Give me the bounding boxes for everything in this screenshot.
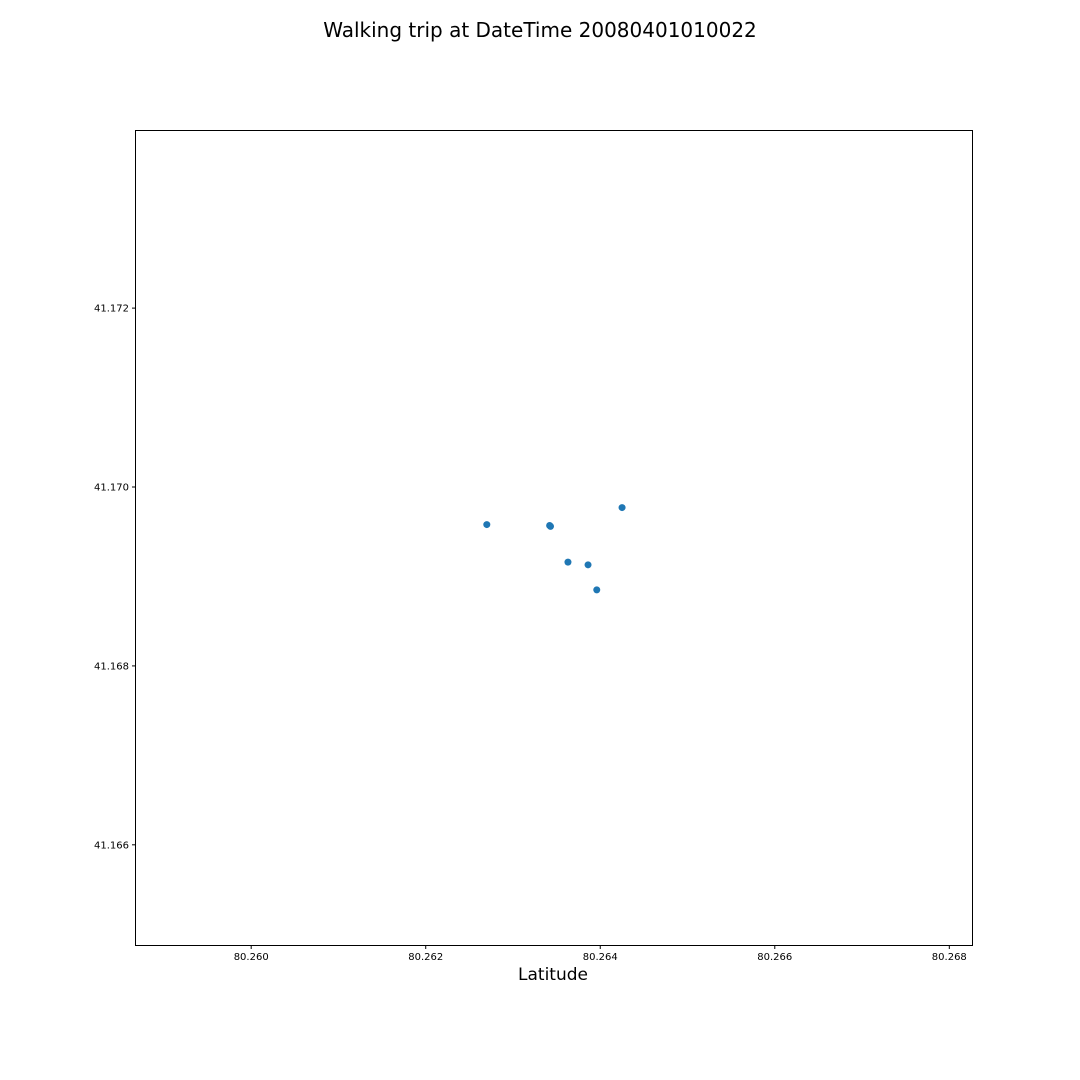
chart-title: Walking trip at DateTime 20080401010022 [323,18,757,42]
scatter-point [483,521,491,529]
x-tick-label: 80.262 [408,952,443,963]
scatter-point [593,586,601,594]
scatter-point [564,558,572,566]
x-axis-ticks: 80.260 80.262 80.264 80.266 80.268 [234,945,967,963]
y-tick-label: 41.168 [94,661,129,672]
x-tick-label: 80.266 [757,952,792,963]
scatter-point [584,561,592,569]
scatter-point [547,522,555,530]
x-tick-label: 80.264 [583,952,618,963]
scatter-point [618,504,626,512]
scatter-points [483,504,626,594]
x-tick-label: 80.260 [234,952,269,963]
plot-frame [135,130,973,946]
x-tick-label: 80.268 [932,952,967,963]
y-tick-label: 41.172 [94,304,129,315]
y-axis-ticks: 41.166 41.168 41.170 41.172 [94,304,136,851]
x-axis-label: Latitude [518,965,588,985]
y-tick-label: 41.166 [94,840,129,851]
y-tick-label: 41.170 [94,483,129,494]
